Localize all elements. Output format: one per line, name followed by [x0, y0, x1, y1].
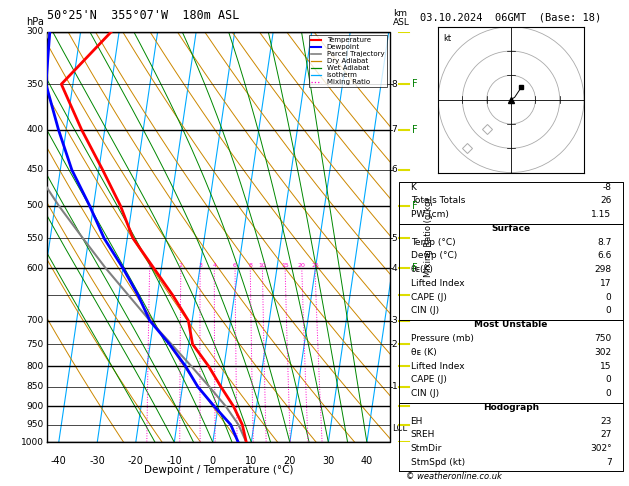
Text: Pressure (mb): Pressure (mb) — [411, 334, 474, 343]
Text: 0: 0 — [606, 389, 611, 398]
Text: 8: 8 — [392, 80, 398, 88]
Text: kt: kt — [443, 34, 451, 43]
Text: 10: 10 — [245, 456, 257, 466]
Text: km
ASL: km ASL — [393, 10, 410, 28]
Text: 6: 6 — [233, 263, 237, 268]
Text: hPa: hPa — [26, 17, 44, 28]
Text: Hodograph: Hodograph — [483, 403, 539, 412]
Text: 0: 0 — [606, 307, 611, 315]
Text: F: F — [412, 263, 418, 273]
Text: Surface: Surface — [491, 224, 531, 233]
Text: -20: -20 — [128, 456, 143, 466]
Text: 5: 5 — [392, 234, 398, 243]
Text: SREH: SREH — [411, 431, 435, 439]
Text: 8.7: 8.7 — [597, 238, 611, 247]
Text: Dewp (°C): Dewp (°C) — [411, 251, 457, 260]
Text: LCL: LCL — [392, 424, 407, 433]
Text: 1.15: 1.15 — [591, 210, 611, 219]
Text: CIN (J): CIN (J) — [411, 307, 438, 315]
Text: 4: 4 — [392, 263, 398, 273]
Text: 27: 27 — [600, 431, 611, 439]
Text: 450: 450 — [26, 165, 44, 174]
Text: 750: 750 — [594, 334, 611, 343]
Text: 6.6: 6.6 — [597, 251, 611, 260]
Text: 26: 26 — [600, 196, 611, 206]
Text: 750: 750 — [26, 340, 44, 348]
Text: 15: 15 — [281, 263, 289, 268]
Text: Lifted Index: Lifted Index — [411, 362, 464, 371]
Text: 0: 0 — [606, 293, 611, 302]
Text: CAPE (J): CAPE (J) — [411, 293, 447, 302]
Text: 400: 400 — [26, 125, 44, 134]
Text: 10: 10 — [259, 263, 266, 268]
Text: -40: -40 — [51, 456, 67, 466]
Text: 03.10.2024  06GMT  (Base: 18): 03.10.2024 06GMT (Base: 18) — [420, 12, 602, 22]
Text: Lifted Index: Lifted Index — [411, 279, 464, 288]
Text: θᴇ(K): θᴇ(K) — [411, 265, 433, 274]
Text: F: F — [412, 79, 418, 89]
Text: CIN (J): CIN (J) — [411, 389, 438, 398]
Text: 40: 40 — [361, 456, 373, 466]
Text: K: K — [411, 183, 416, 191]
Text: 500: 500 — [26, 201, 44, 210]
Text: 300: 300 — [26, 27, 44, 36]
Text: -10: -10 — [167, 456, 182, 466]
Text: 6: 6 — [392, 165, 398, 174]
Text: 298: 298 — [594, 265, 611, 274]
Text: 302°: 302° — [590, 444, 611, 453]
Text: Totals Totals: Totals Totals — [411, 196, 465, 206]
Text: 800: 800 — [26, 362, 44, 371]
Text: θᴇ (K): θᴇ (K) — [411, 348, 437, 357]
Text: 4: 4 — [213, 263, 216, 268]
Text: 2: 2 — [179, 263, 183, 268]
Text: 7: 7 — [392, 125, 398, 134]
Text: 0: 0 — [209, 456, 216, 466]
Text: 900: 900 — [26, 402, 44, 411]
Text: 7: 7 — [606, 458, 611, 467]
Text: 2: 2 — [392, 340, 398, 348]
Text: 50°25'N  355°07'W  180m ASL: 50°25'N 355°07'W 180m ASL — [47, 9, 240, 22]
Text: StmDir: StmDir — [411, 444, 442, 453]
Text: CAPE (J): CAPE (J) — [411, 375, 447, 384]
Text: 20: 20 — [284, 456, 296, 466]
Text: 950: 950 — [26, 420, 44, 429]
Text: -30: -30 — [89, 456, 105, 466]
Text: Dewpoint / Temperature (°C): Dewpoint / Temperature (°C) — [144, 465, 293, 475]
Text: PW (cm): PW (cm) — [411, 210, 448, 219]
Text: 302: 302 — [594, 348, 611, 357]
Text: Temp (°C): Temp (°C) — [411, 238, 455, 247]
Text: 25: 25 — [311, 263, 319, 268]
Text: 20: 20 — [298, 263, 306, 268]
Text: StmSpd (kt): StmSpd (kt) — [411, 458, 465, 467]
Text: Mixing Ratio (g/kg): Mixing Ratio (g/kg) — [425, 197, 433, 277]
Text: 350: 350 — [26, 80, 44, 88]
Legend: Temperature, Dewpoint, Parcel Trajectory, Dry Adiabat, Wet Adiabat, Isotherm, Mi: Temperature, Dewpoint, Parcel Trajectory… — [309, 35, 386, 87]
Text: 23: 23 — [600, 417, 611, 426]
Text: 600: 600 — [26, 263, 44, 273]
Text: 15: 15 — [600, 362, 611, 371]
Text: © weatheronline.co.uk: © weatheronline.co.uk — [406, 472, 501, 481]
Text: 1: 1 — [392, 382, 398, 391]
Text: -8: -8 — [603, 183, 611, 191]
Text: 30: 30 — [322, 456, 335, 466]
Text: 3: 3 — [392, 316, 398, 325]
Text: 550: 550 — [26, 234, 44, 243]
Text: F: F — [412, 125, 418, 135]
Text: 850: 850 — [26, 382, 44, 391]
Text: 1: 1 — [148, 263, 152, 268]
Text: 17: 17 — [600, 279, 611, 288]
Text: 3: 3 — [198, 263, 202, 268]
Text: 700: 700 — [26, 316, 44, 325]
Text: 1000: 1000 — [21, 438, 44, 447]
Text: 8: 8 — [248, 263, 252, 268]
Text: EH: EH — [411, 417, 423, 426]
Text: Most Unstable: Most Unstable — [474, 320, 548, 330]
Text: 0: 0 — [606, 375, 611, 384]
Text: F: F — [412, 201, 418, 211]
